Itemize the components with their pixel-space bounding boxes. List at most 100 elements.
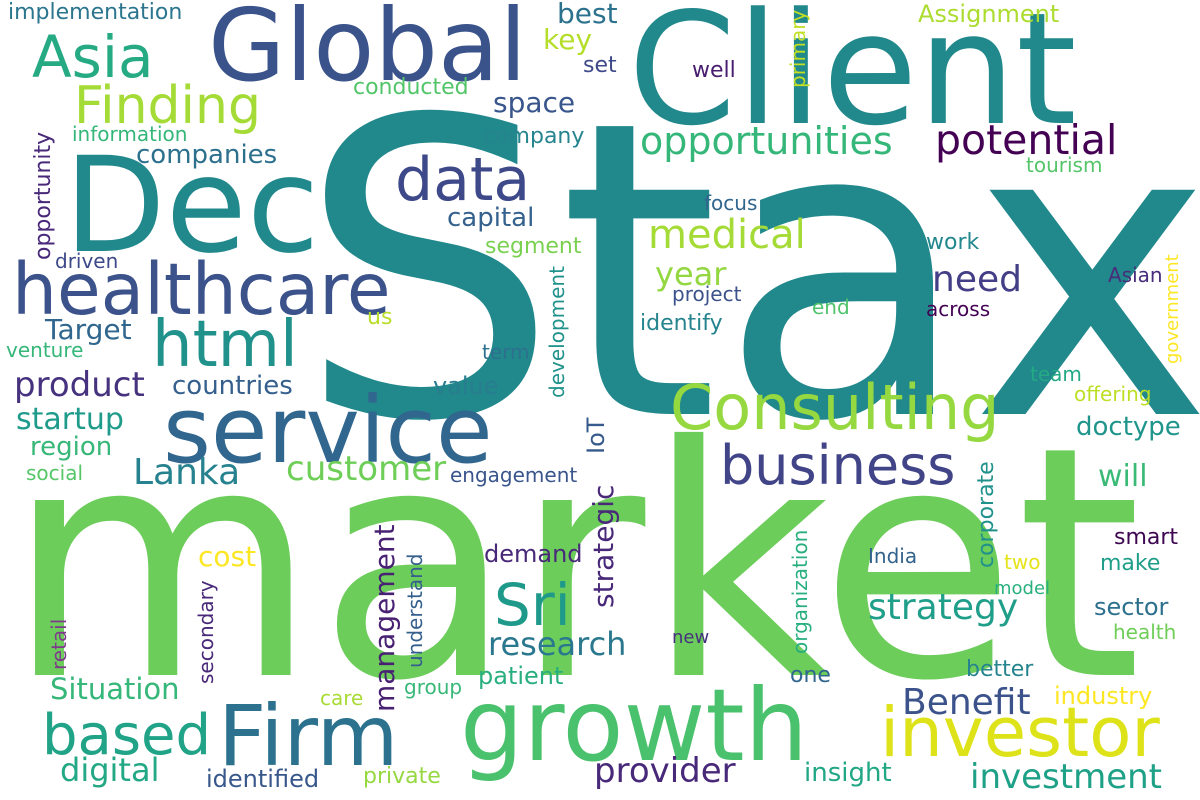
word-customer: customer xyxy=(286,449,447,489)
word-social: social xyxy=(26,461,84,485)
word-segment: segment xyxy=(485,234,582,259)
word-iot: IoT xyxy=(582,417,610,454)
word-strategy: strategy xyxy=(868,587,1019,628)
word-firm: Firm xyxy=(218,687,399,785)
word-investment: investment xyxy=(970,757,1162,797)
word-finding: Finding xyxy=(74,76,261,136)
word-html: html xyxy=(152,308,298,382)
word-stax: Stax xyxy=(298,33,1200,511)
word-startup: startup xyxy=(16,402,124,437)
word-will: will xyxy=(1098,459,1148,494)
word-private: private xyxy=(363,764,441,789)
word-venture: venture xyxy=(6,338,84,362)
word-management: management xyxy=(368,524,401,712)
word-client: Client xyxy=(628,0,1077,160)
word-identify: identify xyxy=(640,311,723,336)
word-development: development xyxy=(545,266,569,398)
word-healthcare: healthcare xyxy=(12,248,391,331)
word-set: set xyxy=(583,53,617,78)
word-value: value xyxy=(433,372,499,400)
word-companies: companies xyxy=(136,140,278,170)
word-corporate: corporate xyxy=(974,461,999,568)
word-asia: Asia xyxy=(32,23,154,91)
word-based: based xyxy=(42,703,212,768)
word-global: Global xyxy=(208,0,527,104)
word-region: region xyxy=(30,432,113,462)
word-work: work xyxy=(926,230,980,255)
word-medical: medical xyxy=(648,212,806,258)
word-driven: driven xyxy=(55,249,119,273)
word-service: service xyxy=(163,377,493,484)
word-identified: identified xyxy=(206,765,320,793)
word-cost: cost xyxy=(198,540,257,573)
word-opportunities: opportunities xyxy=(640,119,893,163)
word-sri: Sri xyxy=(494,571,571,639)
word-research: research xyxy=(488,625,627,663)
word-asian: Asian xyxy=(1108,263,1163,287)
word-target: Target xyxy=(45,313,132,346)
word-us: us xyxy=(367,305,393,330)
word-india: India xyxy=(868,544,918,568)
word-lanka: Lanka xyxy=(133,452,241,493)
word-project: project xyxy=(672,282,742,306)
word-patient: patient xyxy=(478,662,564,690)
word-potential: potential xyxy=(935,116,1118,164)
word-product: product xyxy=(14,365,145,405)
word-best: best xyxy=(557,0,618,30)
word-end: end xyxy=(812,295,850,319)
word-care: care xyxy=(320,686,364,710)
word-smart: smart xyxy=(1114,525,1179,550)
word-model: model xyxy=(994,578,1051,599)
word-demand: demand xyxy=(484,540,583,568)
word-company: company xyxy=(483,124,585,149)
word-growth: growth xyxy=(460,667,808,784)
word-understand: understand xyxy=(403,553,427,668)
word-key: key xyxy=(543,23,593,56)
word-organization: organization xyxy=(788,529,812,654)
word-space: space xyxy=(493,86,576,119)
word-countries: countries xyxy=(172,371,293,401)
word-primary: primary xyxy=(786,9,810,88)
word-data: data xyxy=(395,145,531,215)
word-need: need xyxy=(932,259,1022,300)
word-digital: digital xyxy=(60,751,160,789)
word-market: market xyxy=(6,379,1142,751)
word-doctype: doctype xyxy=(1076,412,1181,442)
word-situation: Situation xyxy=(50,672,180,706)
word-engagement: engagement xyxy=(450,463,578,487)
word-across: across xyxy=(926,297,991,321)
word-strategic: strategic xyxy=(587,484,620,608)
word-provider: provider xyxy=(594,751,736,791)
word-investor: investor xyxy=(880,693,1160,773)
word-two: two xyxy=(1004,550,1041,574)
word-retail: retail xyxy=(47,618,71,670)
word-opportunity: opportunity xyxy=(31,131,56,260)
word-better: better xyxy=(966,657,1034,682)
word-team: team xyxy=(1030,362,1082,386)
word-dec: Dec xyxy=(64,129,320,283)
word-year: year xyxy=(655,255,727,293)
word-consulting: Consulting xyxy=(670,371,1000,444)
word-business: business xyxy=(720,434,956,497)
word-one: one xyxy=(790,663,831,688)
word-insight: insight xyxy=(804,758,892,788)
word-secondary: secondary xyxy=(194,580,218,684)
word-health: health xyxy=(1113,620,1177,644)
word-tourism: tourism xyxy=(1026,153,1103,177)
word-group: group xyxy=(404,675,463,699)
word-implementation: implementation xyxy=(8,0,183,25)
word-assignment: Assignment xyxy=(918,0,1060,28)
word-term: term xyxy=(482,340,530,364)
word-new: new xyxy=(672,627,710,648)
word-sector: sector xyxy=(1094,593,1169,621)
word-well: well xyxy=(692,58,736,83)
word-industry: industry xyxy=(1054,682,1153,710)
word-make: make xyxy=(1100,551,1161,576)
word-government: government xyxy=(1162,254,1183,364)
word-conducted: conducted xyxy=(353,75,469,100)
word-capital: capital xyxy=(447,203,535,233)
word-benefit: Benefit xyxy=(902,682,1031,723)
word-offering: offering xyxy=(1074,382,1152,406)
word-information: information xyxy=(72,122,188,146)
